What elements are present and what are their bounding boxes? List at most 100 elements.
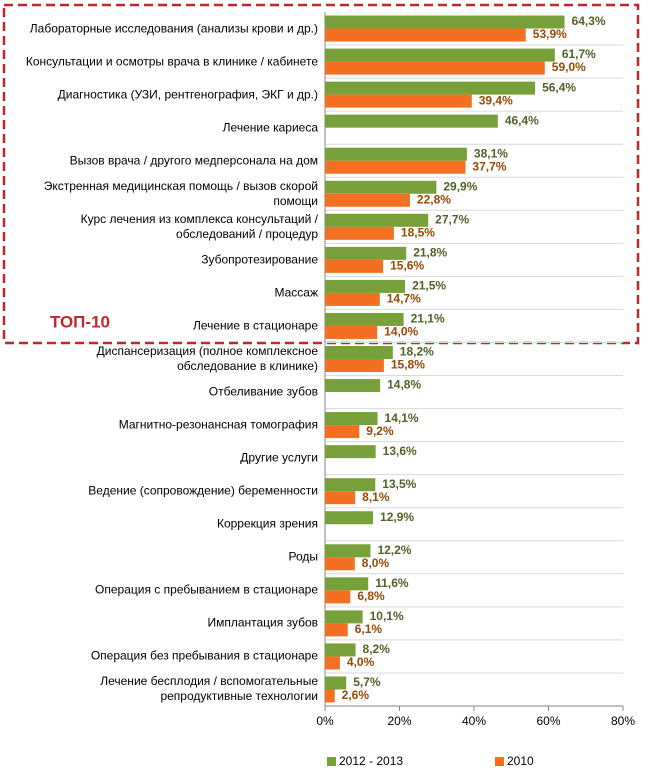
value-label: 10,1% [370,609,404,623]
bar [325,15,565,29]
bar [325,359,384,372]
value-label: 15,8% [391,358,425,372]
value-label: 14,1% [385,411,419,425]
bar [325,259,384,273]
value-label: 53,9% [533,27,567,41]
category-label: Имплантация зубов [207,615,318,630]
value-label: 9,2% [366,424,394,438]
category-label: Вызов врача / другого медперсонала на до… [69,153,318,168]
value-label: 6,1% [355,622,383,636]
bar [325,557,355,571]
legend-label: 2010 [507,754,534,768]
category-label: Лабораторные исследования (анализы крови… [29,21,318,36]
bar [325,94,472,108]
value-label: 14,8% [387,378,421,392]
bar [325,412,378,426]
bar [325,676,347,690]
bar [325,147,467,161]
value-label: 56,4% [542,80,576,94]
value-label: 13,6% [383,444,417,458]
bar [325,312,404,326]
value-label: 21,8% [413,246,447,260]
value-label: 14,0% [384,325,418,339]
top10-box [2,3,640,345]
category-label: Операция с пребыванием в стационаре [95,582,318,597]
category-label: Магнитно-резонансная томография [118,417,318,432]
legend-swatch [327,757,336,766]
value-label: 37,7% [472,159,506,173]
bar [325,81,536,95]
bar [325,491,356,505]
value-label: 64,3% [572,14,606,28]
bar [325,61,545,75]
legend-swatch [495,757,504,766]
value-label: 18,5% [401,225,435,239]
value-label: 38,1% [474,146,508,160]
bar [325,544,371,558]
value-label: 8,1% [362,490,390,504]
value-label: 39,4% [479,93,513,107]
category-label: Лечение в стационаре [192,318,318,333]
bar [325,445,376,459]
category-label: Коррекция зрения [216,516,318,531]
category-label: Ведение (сопровождение) беременности [88,483,318,498]
value-label: 22,8% [417,192,451,206]
category-label: Курс лечения из комплекса консультаций /… [80,211,318,241]
bar [325,577,369,591]
bar [325,28,526,42]
x-tick-label: 80% [611,714,635,728]
x-tick-label: 20% [387,714,411,728]
annotation: ТОП-10 [50,312,110,331]
value-label: 59,0% [552,60,586,74]
bar [325,48,555,62]
value-label: 15,6% [390,259,424,273]
bar [325,292,380,306]
value-label: 12,2% [377,543,411,557]
value-label: 13,5% [382,477,416,491]
category-label: Диспансеризация (полное комплексное обсл… [96,344,318,373]
category-label: Лечение кариеса [222,120,318,135]
value-label: 4,0% [347,655,375,669]
value-label: 21,5% [412,279,446,293]
category-label: Операция без пребывания в стационаре [90,648,318,663]
value-label: 46,4% [505,113,539,127]
legend-label: 2012 - 2013 [339,754,403,768]
x-tick-label: 40% [462,714,486,728]
category-label: Массаж [274,285,318,300]
category-label: Роды [288,549,318,564]
value-label: 12,9% [380,510,414,524]
x-tick-label: 0% [316,714,334,728]
category-label: Зубопротезирование [201,252,318,267]
bar [325,346,393,359]
bar [325,478,376,492]
value-label: 27,7% [435,212,469,226]
bar [325,246,407,260]
category-label: Экстренная медицинская помощь / вызов ск… [43,178,318,208]
bar [325,160,466,174]
category-label: Отбеливание зубов [208,384,318,399]
value-label: 5,7% [353,675,381,689]
bar [325,114,498,128]
value-label: 8,0% [362,556,390,570]
value-label: 29,9% [443,179,477,193]
bar [325,623,348,637]
category-label: Консультации и осмотры врача в клинике /… [25,54,318,69]
value-label: 11,6% [375,576,409,590]
category-label: Диагностика (УЗИ, рентгенография, ЭКГ и … [57,87,318,102]
bar [325,590,351,604]
value-label: 21,1% [411,312,445,326]
bar [325,325,378,339]
bar [325,689,335,703]
value-label: 8,2% [363,642,391,656]
bar [325,279,406,293]
bar [325,425,360,439]
bar [325,610,363,624]
bar [325,193,410,207]
value-label: 61,7% [562,47,596,61]
bar [325,226,394,240]
bar [325,511,374,525]
category-label: Другие услуги [240,450,318,465]
value-label: 18,2% [400,345,434,359]
